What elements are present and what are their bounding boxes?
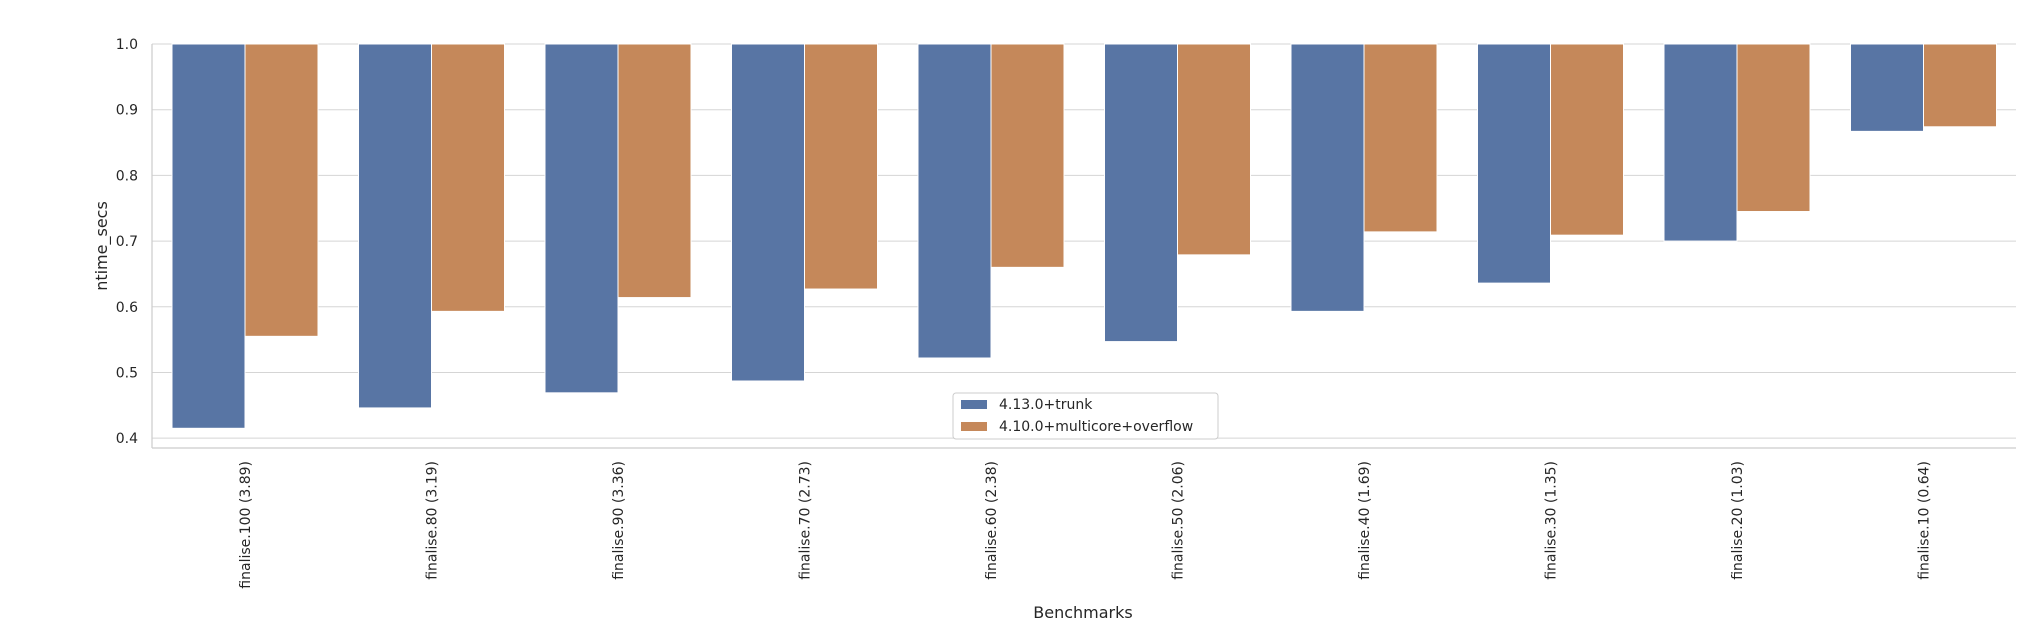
x-tick-label: finalise.60 (2.38) [984,461,1000,580]
bar-trunk [544,43,619,394]
bar-trunk [171,43,246,429]
legend-label-trunk: 4.13.0+trunk [999,397,1093,413]
x-axis-title: Benchmarks [1033,603,1132,622]
x-tick-label: finalise.80 (3.19) [425,461,441,580]
y-axis-title: ntime_secs [92,201,112,291]
bar-trunk [917,43,992,359]
bar-multicore [1923,43,1997,128]
bar-trunk [1104,43,1178,343]
bar-trunk [1663,43,1738,242]
x-tick-label: finalise.50 (2.06) [1171,461,1187,580]
y-tick-label: 0.9 [116,103,138,119]
bar-multicore [1736,43,1811,213]
legend-label-multicore: 4.10.0+multicore+overflow [999,419,1193,435]
bar-multicore [244,43,319,337]
y-tick-label: 1.0 [116,37,138,53]
y-tick-label: 0.7 [116,234,138,250]
bar-trunk [1290,43,1365,312]
x-tick-label: finalise.70 (2.73) [798,461,814,580]
y-tick-label: 0.6 [116,300,138,316]
bar-trunk [358,43,432,409]
bar-multicore [617,43,692,299]
x-tick-label: finalise.30 (1.35) [1544,461,1560,580]
bar-trunk [1850,43,1924,132]
legend-frame [952,392,1219,440]
y-tick-label: 0.5 [116,365,138,381]
x-tick-label: finalise.10 (0.64) [1917,461,1933,580]
x-tick-label: finalise.100 (3.89) [238,461,254,589]
bar-multicore [431,43,505,312]
y-tick-label: 0.4 [116,431,138,447]
bar-trunk [1477,43,1551,284]
x-tick-label: finalise.40 (1.69) [1357,461,1373,580]
bar-multicore [1177,43,1251,256]
bars [171,43,1997,429]
legend-swatch-multicore [961,422,987,431]
y-tick-labels: 0.4 0.5 0.6 0.7 0.8 0.9 1.0 [116,37,138,447]
legend: 4.13.0+trunk 4.10.0+multicore+overflow [952,392,1219,440]
x-tick-label: finalise.20 (1.03) [1730,461,1746,580]
bar-multicore [990,43,1065,268]
x-tick-label: finalise.90 (3.36) [611,461,627,580]
bar-multicore [804,43,878,290]
y-tick-label: 0.8 [116,168,138,184]
bar-multicore [1550,43,1624,236]
bar-multicore [1363,43,1438,233]
axes [151,44,2016,449]
x-tick-labels: finalise.100 (3.89) finalise.80 (3.19) fin… [238,461,1933,589]
legend-swatch-trunk [961,400,987,409]
bar-trunk [731,43,805,382]
